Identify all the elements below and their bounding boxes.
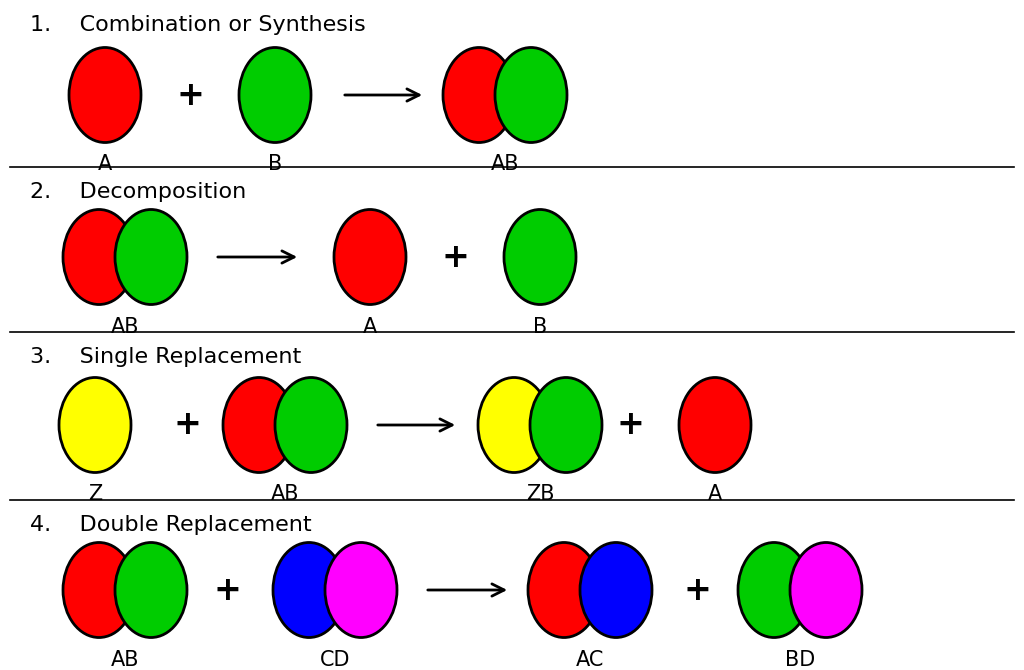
Ellipse shape (59, 377, 131, 472)
Ellipse shape (790, 543, 862, 637)
Text: +: + (213, 574, 241, 606)
Text: A: A (98, 155, 112, 174)
Ellipse shape (273, 543, 345, 637)
Text: +: + (683, 574, 711, 606)
Ellipse shape (679, 377, 751, 472)
Text: 1.    Combination or Synthesis: 1. Combination or Synthesis (30, 15, 366, 35)
Ellipse shape (63, 543, 135, 637)
Text: 3.    Single Replacement: 3. Single Replacement (30, 347, 301, 367)
Ellipse shape (115, 543, 187, 637)
Ellipse shape (275, 377, 347, 472)
Text: Z: Z (88, 484, 102, 505)
Ellipse shape (580, 543, 652, 637)
Text: AB: AB (270, 484, 299, 505)
Ellipse shape (495, 48, 567, 143)
Text: +: + (616, 409, 644, 442)
Text: AB: AB (111, 649, 139, 669)
Text: A: A (708, 484, 722, 505)
Text: A: A (362, 316, 377, 336)
Ellipse shape (63, 210, 135, 304)
Ellipse shape (115, 210, 187, 304)
Ellipse shape (223, 377, 295, 472)
Text: AB: AB (111, 316, 139, 336)
Text: +: + (173, 409, 201, 442)
Ellipse shape (239, 48, 311, 143)
Text: ZB: ZB (525, 484, 554, 505)
Text: BD: BD (784, 649, 815, 669)
Text: B: B (532, 316, 547, 336)
Text: +: + (176, 78, 204, 111)
Ellipse shape (334, 210, 406, 304)
Ellipse shape (528, 543, 600, 637)
Text: 2.    Decomposition: 2. Decomposition (30, 182, 246, 202)
Ellipse shape (443, 48, 515, 143)
Text: +: + (441, 241, 469, 273)
Text: AB: AB (490, 155, 519, 174)
Ellipse shape (504, 210, 575, 304)
Text: AC: AC (575, 649, 604, 669)
Text: CD: CD (319, 649, 350, 669)
Text: B: B (268, 155, 283, 174)
Ellipse shape (325, 543, 397, 637)
Text: 4.    Double Replacement: 4. Double Replacement (30, 515, 311, 535)
Ellipse shape (530, 377, 602, 472)
Ellipse shape (738, 543, 810, 637)
Ellipse shape (69, 48, 141, 143)
Ellipse shape (478, 377, 550, 472)
